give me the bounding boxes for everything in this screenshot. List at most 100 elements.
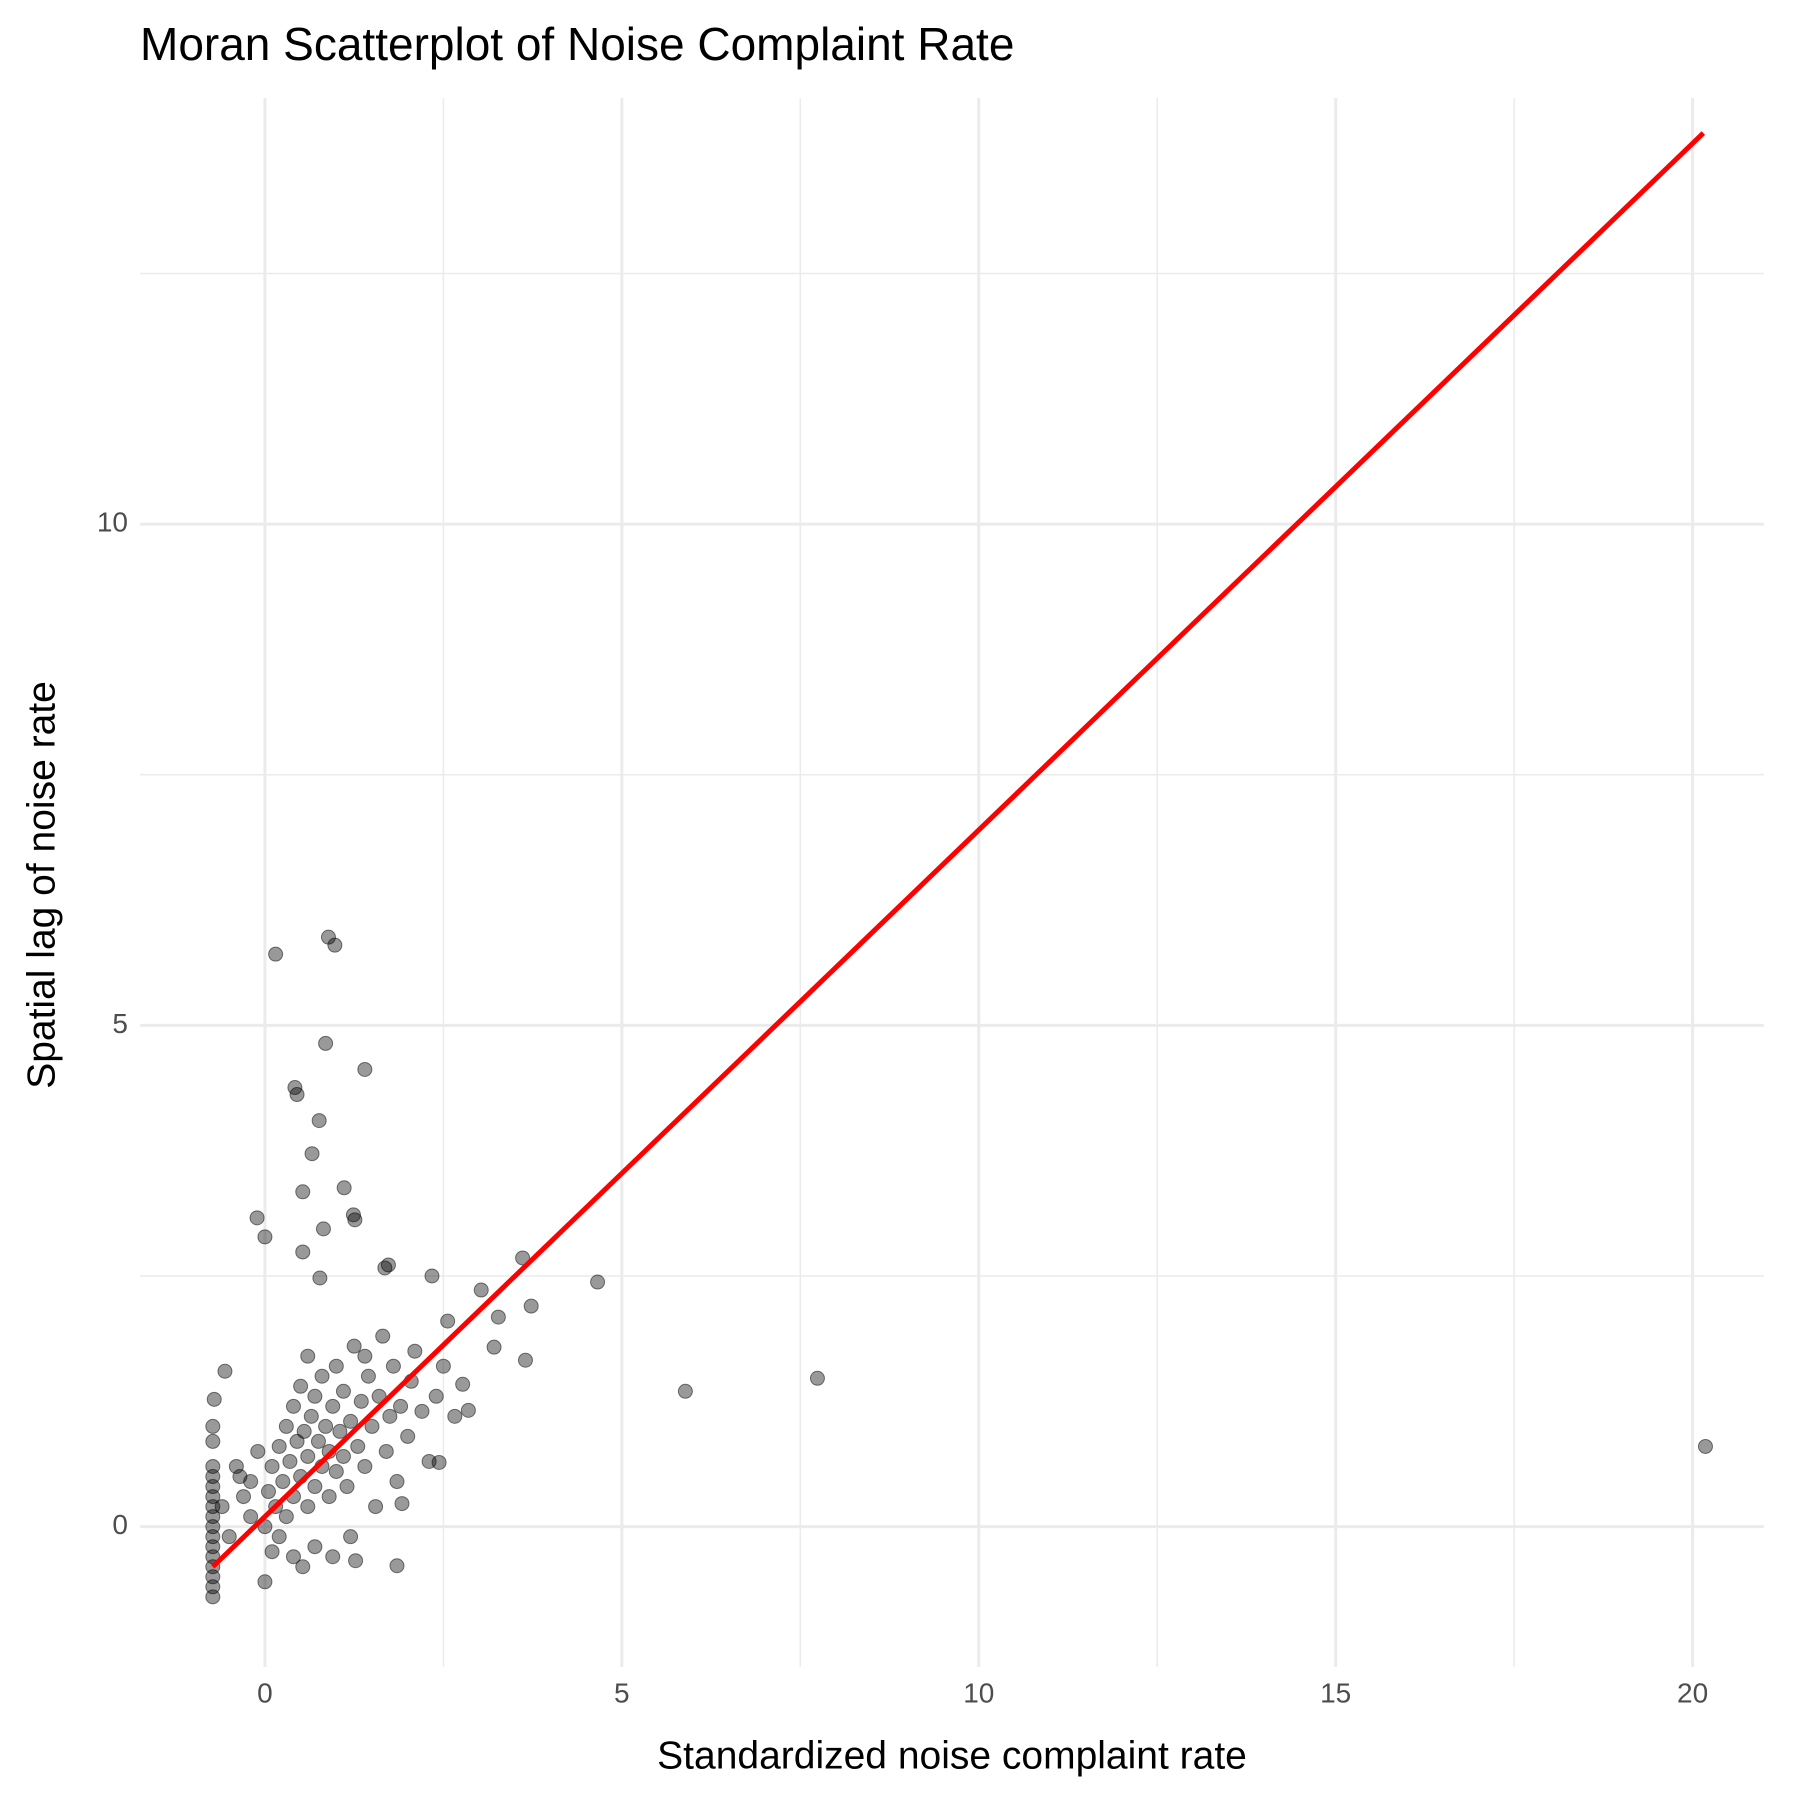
point <box>400 1428 416 1444</box>
point <box>321 1489 337 1505</box>
point <box>300 1348 316 1364</box>
point <box>393 1398 409 1414</box>
x-tick-label: 15 <box>1320 1677 1351 1708</box>
x-tick-label: 5 <box>614 1677 630 1708</box>
point <box>278 1509 294 1525</box>
point <box>424 1268 440 1284</box>
point <box>295 1244 311 1260</box>
point <box>312 1270 328 1286</box>
point <box>407 1343 423 1359</box>
point <box>304 1146 320 1162</box>
point <box>314 1368 330 1384</box>
point <box>318 1418 334 1434</box>
point <box>303 1408 319 1424</box>
point <box>325 1549 341 1565</box>
point <box>285 1549 301 1565</box>
point <box>307 1388 323 1404</box>
point <box>677 1383 693 1399</box>
point <box>414 1403 430 1419</box>
point <box>328 1358 344 1374</box>
point <box>325 1398 341 1414</box>
point <box>295 1559 311 1575</box>
point <box>343 1529 359 1545</box>
point <box>364 1418 380 1434</box>
point <box>343 1413 359 1429</box>
y-axis-title: Spatial lag of noise rate <box>20 681 63 1089</box>
point <box>289 1087 305 1103</box>
point <box>389 1474 405 1490</box>
point <box>296 1423 312 1439</box>
point <box>293 1378 309 1394</box>
point <box>353 1393 369 1409</box>
point <box>243 1474 259 1490</box>
point <box>271 1438 287 1454</box>
point <box>336 1180 352 1196</box>
x-tick-label: 10 <box>963 1677 994 1708</box>
point <box>260 1484 276 1500</box>
point <box>515 1250 531 1266</box>
y-tick-label: 5 <box>112 1008 128 1039</box>
point <box>300 1448 316 1464</box>
point <box>335 1448 351 1464</box>
y-tick-label: 0 <box>112 1509 128 1540</box>
point <box>486 1339 502 1355</box>
x-axis-title: Standardized noise complaint rate <box>657 1734 1247 1777</box>
point <box>332 1423 348 1439</box>
chart-title: Moran Scatterplot of Noise Complaint Rat… <box>140 18 1014 70</box>
point <box>378 1443 394 1459</box>
point <box>421 1453 437 1469</box>
point <box>346 1338 362 1354</box>
point <box>517 1352 533 1368</box>
point <box>282 1453 298 1469</box>
point <box>394 1496 410 1512</box>
point <box>490 1309 506 1325</box>
point <box>257 1229 273 1245</box>
point <box>307 1479 323 1495</box>
point <box>307 1539 323 1555</box>
point <box>320 929 336 945</box>
point <box>315 1221 331 1237</box>
point <box>271 1529 287 1545</box>
point <box>206 1391 222 1407</box>
point <box>357 1458 373 1474</box>
point <box>221 1529 237 1545</box>
point <box>275 1474 291 1490</box>
point <box>310 1433 326 1449</box>
point <box>382 1408 398 1424</box>
point <box>311 1113 327 1129</box>
point <box>318 1035 334 1051</box>
x-tick-label: 20 <box>1677 1677 1708 1708</box>
point <box>285 1398 301 1414</box>
point <box>435 1358 451 1374</box>
point <box>809 1370 825 1386</box>
point <box>264 1458 280 1474</box>
point <box>368 1499 384 1515</box>
point <box>348 1553 364 1569</box>
point <box>473 1282 489 1298</box>
point <box>249 1210 265 1226</box>
point <box>327 937 343 953</box>
point <box>385 1358 401 1374</box>
point <box>440 1313 456 1329</box>
point <box>250 1443 266 1459</box>
point <box>300 1499 316 1515</box>
y-tick-label: 10 <box>97 506 128 537</box>
point <box>243 1509 259 1525</box>
point <box>357 1348 373 1364</box>
point <box>205 1418 221 1434</box>
point <box>377 1260 393 1276</box>
point <box>460 1402 476 1418</box>
point <box>236 1489 252 1505</box>
point <box>347 1212 363 1228</box>
x-tick-label: 0 <box>257 1677 273 1708</box>
point <box>455 1376 471 1392</box>
point <box>350 1438 366 1454</box>
point <box>205 1433 221 1449</box>
point <box>389 1558 405 1574</box>
point <box>360 1368 376 1384</box>
point <box>295 1184 311 1200</box>
point <box>357 1061 373 1077</box>
point <box>375 1328 391 1344</box>
point <box>447 1408 463 1424</box>
